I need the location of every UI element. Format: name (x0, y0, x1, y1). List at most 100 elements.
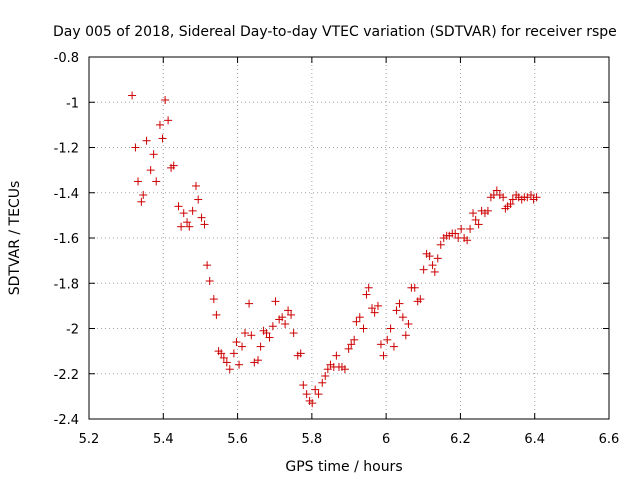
data-point (466, 224, 475, 233)
data-point (370, 308, 379, 317)
data-point (222, 358, 231, 367)
data-point (299, 381, 308, 390)
data-point (436, 240, 445, 249)
data-point (177, 222, 186, 231)
data-point (433, 254, 442, 263)
x-tick-label: 6.2 (450, 432, 471, 447)
data-point (457, 224, 466, 233)
data-point (179, 209, 188, 218)
data-point (492, 186, 501, 195)
data-point (238, 342, 247, 351)
data-point (284, 306, 293, 315)
data-point (389, 342, 398, 351)
data-point (217, 349, 226, 358)
data-point (158, 134, 167, 143)
data-point (302, 390, 311, 399)
chart-title: Day 005 of 2018, Sidereal Day-to-day VTE… (53, 24, 617, 40)
data-point (197, 213, 206, 222)
data-point (174, 202, 183, 211)
x-tick-label: 6.4 (524, 432, 545, 447)
data-point (401, 331, 410, 340)
data-point (209, 295, 218, 304)
data-point (364, 283, 373, 292)
data-point (499, 193, 508, 202)
x-tick-label: 5.2 (79, 432, 100, 447)
data-point (379, 351, 388, 360)
data-point (419, 265, 428, 274)
data-point (404, 319, 413, 328)
x-tick-label: 6.6 (599, 432, 620, 447)
data-point (469, 209, 478, 218)
data-point (296, 349, 305, 358)
data-point (262, 329, 271, 338)
data-point (350, 335, 359, 344)
data-point (152, 177, 161, 186)
data-point (451, 229, 460, 238)
data-point (131, 143, 140, 152)
data-point (164, 116, 173, 125)
data-point (506, 200, 515, 209)
data-point (321, 372, 330, 381)
data-point (287, 310, 296, 319)
data-point (532, 193, 541, 202)
data-point (268, 322, 277, 331)
data-point (368, 304, 377, 313)
y-tick-label: -2.4 (54, 413, 79, 428)
data-point (205, 276, 214, 285)
data-point (203, 261, 212, 270)
y-tick-label: -1.2 (54, 142, 79, 157)
y-tick-label: -2.2 (54, 368, 79, 383)
data-point (278, 313, 287, 322)
data-point (347, 340, 356, 349)
data-point (332, 351, 341, 360)
data-point (501, 204, 510, 213)
data-point (265, 333, 274, 342)
x-tick-label: 5.6 (227, 432, 248, 447)
data-point (344, 344, 353, 353)
data-point (323, 365, 332, 374)
data-point (200, 220, 209, 229)
data-point (428, 261, 437, 270)
data-point (508, 195, 517, 204)
data-point (474, 220, 483, 229)
data-point (241, 329, 249, 338)
y-tick-label: -1.4 (54, 187, 79, 202)
data-point (352, 317, 361, 326)
data-point (395, 299, 404, 308)
data-point (386, 324, 395, 333)
y-tick-label: -2 (66, 323, 79, 338)
data-point (392, 306, 401, 315)
x-axis-label: GPS time / hours (285, 459, 402, 475)
x-axis: 5.2 5.4 5.6 5.8 6 6.2 6.4 6.6 (79, 57, 620, 447)
data-point (355, 313, 364, 322)
data-point (169, 161, 178, 170)
data-point (188, 206, 197, 215)
data-point (139, 191, 148, 200)
data-point (194, 195, 203, 204)
x-tick-label: 5.4 (153, 432, 174, 447)
y-tick-label: -1 (66, 96, 79, 111)
data-point (254, 356, 262, 365)
data-point (430, 267, 439, 276)
data-point (483, 206, 492, 215)
data-point (146, 166, 155, 175)
data-point (235, 360, 244, 369)
data-point (340, 365, 349, 374)
data-point (212, 310, 221, 319)
data-point (271, 297, 280, 306)
y-axis-label: SDTVAR / TECUs (7, 181, 23, 296)
data-point (373, 301, 382, 310)
data-point (425, 252, 434, 261)
data-point (398, 313, 407, 322)
data-point (219, 353, 228, 362)
y-tick-label: -0.8 (54, 51, 79, 66)
data-point (142, 136, 151, 145)
data-point (185, 222, 194, 231)
data-point (250, 358, 259, 367)
data-point (256, 342, 265, 351)
data-point (383, 335, 392, 344)
data-point (232, 338, 241, 347)
data-point (247, 331, 256, 340)
x-tick-label: 6 (382, 432, 390, 447)
